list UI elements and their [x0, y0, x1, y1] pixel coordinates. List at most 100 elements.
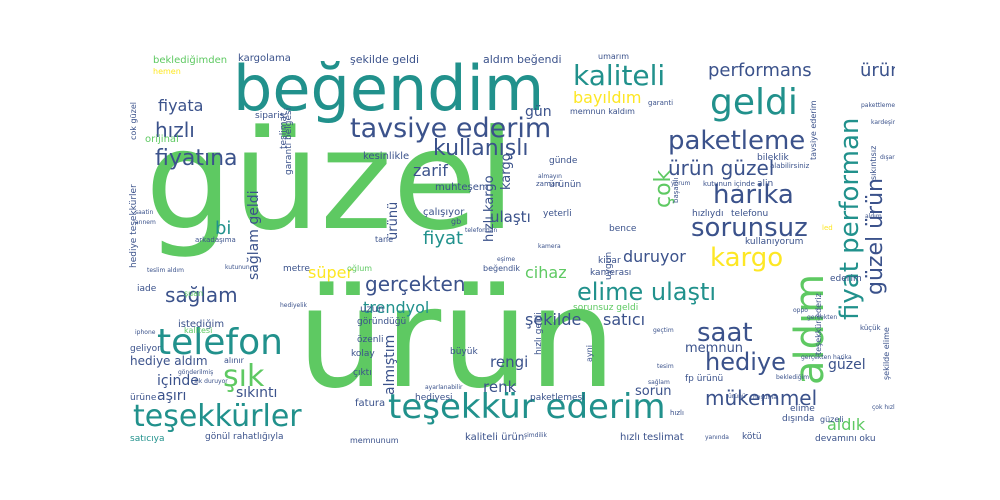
- word-calisiyor: çalışıyor: [423, 207, 465, 218]
- word-hizliydi: hızlıydı: [692, 209, 724, 219]
- word-gercekten: gerçekten: [365, 272, 466, 296]
- word-ayni: ayni: [585, 345, 594, 362]
- word-alinir: alınır: [224, 356, 244, 365]
- word-aldim-small: aldım: [865, 213, 882, 220]
- word-saglam-small: sağlam: [648, 379, 670, 386]
- word-fiyat: fiyat: [423, 228, 464, 249]
- word-sikintisiz: sıkıntısız: [869, 145, 878, 180]
- word-sorunsuz-geldi: sorunsuz geldi: [573, 303, 639, 313]
- word-ayarlanabilir: ayarlanabilir: [425, 384, 463, 391]
- word-guzeli: güzeli: [820, 415, 844, 424]
- word-hizli-small: hızlı: [670, 409, 684, 417]
- word-oglum: oğlum: [347, 264, 373, 273]
- word-saticiya: satıcıya: [130, 434, 165, 444]
- word-hediye-tesekkurler: hediye teşekkürler: [129, 184, 139, 268]
- word-hizli-teslimat: hızlı teslimat: [620, 432, 684, 443]
- word-yaninda: yanında: [705, 434, 729, 441]
- word-satici: satıcı: [603, 310, 646, 329]
- word-hediyelik: hediyelik: [280, 302, 308, 309]
- word-gercekten-small: gerçekten: [807, 314, 838, 321]
- word-telefon: telefon: [157, 322, 283, 363]
- word-telefondan: telefondan: [465, 227, 498, 234]
- word-geliyor: geliyor: [130, 344, 161, 354]
- word-suan: şuan: [184, 289, 204, 298]
- word-elime-ulasti: elime ulaştı: [577, 278, 717, 306]
- word-ederim: ederim: [830, 274, 862, 284]
- word-garanti-belgesi: garanti belgesi: [284, 107, 294, 175]
- word-fiyata: fiyata: [158, 96, 204, 115]
- word-urunu-top: ürünü: [860, 60, 895, 81]
- word-bekledigim: beklediğim: [776, 374, 810, 381]
- word-kargo-small: kargo: [499, 153, 514, 190]
- word-urunun: ürünün: [549, 180, 582, 190]
- word-cloud: güzel ürün beğendim teşekkür ederim teşe…: [125, 50, 895, 450]
- word-mukemmel: mükemmel: [705, 386, 818, 410]
- word-kalitesi: kalitesi: [184, 326, 213, 335]
- word-gonderilmis: gönderilmiş: [178, 369, 214, 376]
- word-buyuk: büyük: [450, 347, 478, 357]
- word-simdilik: şimdilik: [524, 432, 547, 439]
- word-led: led: [822, 224, 833, 232]
- word-harika: harika: [713, 180, 794, 210]
- word-rengi: rengi: [490, 353, 529, 371]
- word-kamerasi: kamerası: [590, 268, 632, 278]
- word-kaliteli: kaliteli: [573, 59, 666, 92]
- word-hediye: hediye: [705, 348, 786, 376]
- word-almistim: almıştım: [382, 334, 398, 395]
- word-oppo: oppo: [793, 307, 808, 314]
- word-gun: gün: [525, 104, 552, 120]
- word-urun-guzel: ürün güzel: [668, 156, 775, 180]
- word-asiri: aşırı: [157, 388, 187, 404]
- word-kullaniyorum: kullanıyorum: [745, 237, 804, 247]
- word-metre: metre: [283, 264, 310, 274]
- word-ulasti: ulaştı: [490, 208, 531, 226]
- word-gunde: günde: [549, 156, 578, 166]
- word-kardesim: kardeşim: [871, 119, 895, 126]
- word-zaman: zaman: [536, 180, 560, 188]
- word-urunu-small: ürünü: [728, 393, 746, 400]
- word-orijinal: orijinal: [145, 134, 179, 145]
- word-cok-guzel: cok güzel: [129, 102, 138, 140]
- word-zarif: zarif: [413, 161, 448, 180]
- word-disinda: dışında: [782, 414, 815, 424]
- word-sorun: sorun: [635, 384, 672, 399]
- word-tane: tane: [375, 235, 394, 244]
- word-kullanisli: kullanışlı: [433, 136, 529, 161]
- word-cok-hizli: çok hızlı: [872, 404, 895, 411]
- word-elime: elime: [790, 404, 815, 414]
- word-iade: iade: [137, 284, 157, 294]
- word-sekilde-elime: şekilde elime: [882, 327, 891, 380]
- word-duruyor: duruyor: [623, 247, 686, 266]
- word-icinde: içinde: [157, 373, 199, 389]
- word-gonul-rahatligiyla: gönül rahatlığıyla: [205, 432, 284, 442]
- word-uygun: uygun: [604, 251, 614, 280]
- word-aldik: aldık: [827, 415, 866, 434]
- word-kutunun-icinde: kutunun içinde: [703, 180, 755, 188]
- word-yorum: yorum: [671, 180, 691, 187]
- word-hediye-aldim: hediye aldım: [130, 354, 208, 368]
- word-sikinti: sıkıntı: [236, 385, 278, 401]
- word-paketleme: paketleme: [668, 126, 806, 156]
- word-bayildim: bayıldım: [573, 88, 642, 107]
- word-urune: ürüne: [130, 393, 157, 403]
- word-alabilirsiniz: alabilirsiniz: [770, 162, 810, 170]
- word-cikti: çıktı: [353, 368, 372, 378]
- word-hizli-geldi: hızlı geldi: [534, 312, 544, 355]
- word-arkadasima: arkadaşıma: [195, 236, 236, 244]
- word-cihaz: cihaz: [525, 263, 567, 282]
- word-begendik: beğendik: [483, 264, 521, 273]
- word-ozenli: özenli: [357, 335, 384, 345]
- word-hemen: hemen: [153, 67, 181, 76]
- word-hizli: hızlı: [155, 118, 195, 142]
- word-fiyat-performan: fiyat performan: [835, 117, 865, 320]
- word-fatura: fatura: [355, 398, 386, 409]
- word-performans: performans: [708, 60, 812, 81]
- word-kucuk: küçük: [860, 324, 881, 332]
- word-saatin: saatin: [135, 209, 154, 216]
- word-tavsiye-ederim-small: tavsiye ederim: [809, 100, 818, 160]
- word-uzun: uzun: [360, 304, 385, 315]
- word-teslim-aldim: teslim aldım: [147, 267, 184, 274]
- word-urun-big: ürün: [297, 258, 617, 419]
- word-alin: alin: [757, 179, 774, 189]
- word-memnun: memnun: [685, 341, 744, 356]
